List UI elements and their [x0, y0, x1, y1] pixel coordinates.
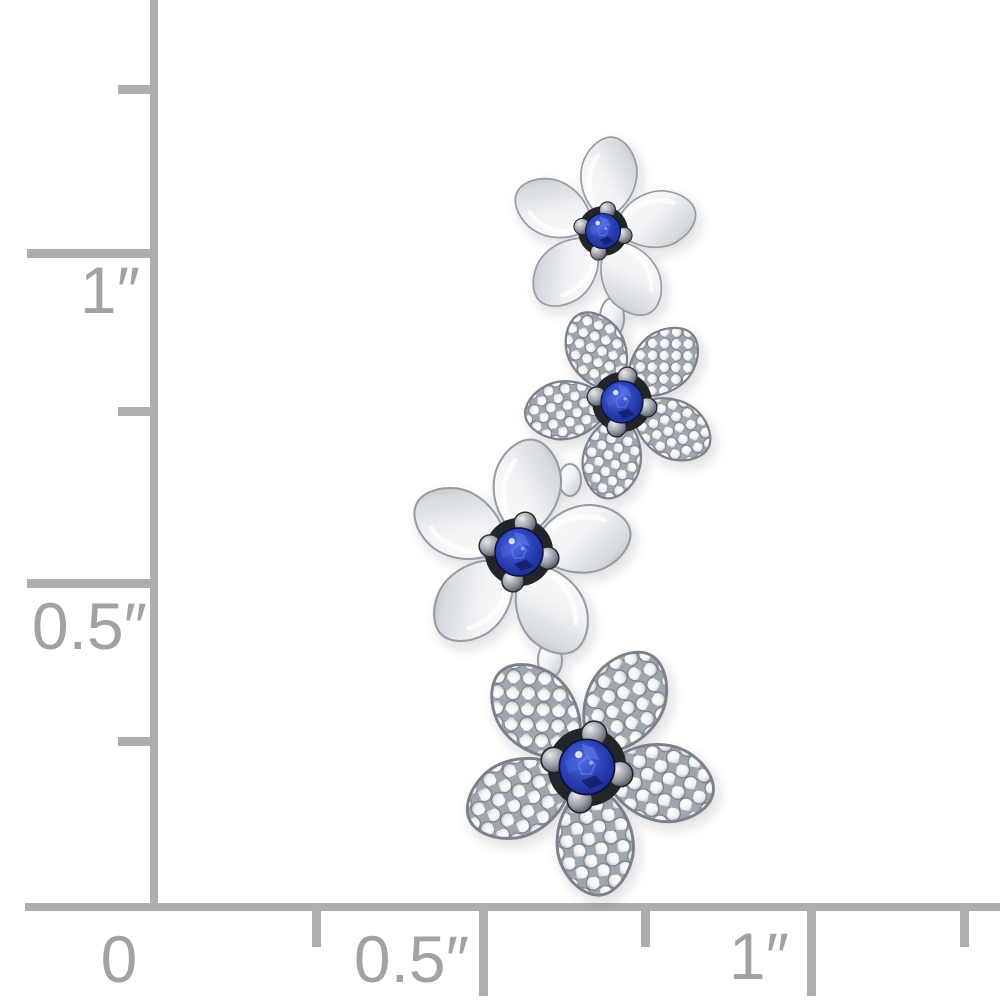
ruler-minor-tick — [960, 911, 969, 947]
ruler-minor-tick — [312, 911, 321, 947]
horizontal-ruler: 0 0.5″ 1″ — [25, 903, 1000, 996]
ruler: 1″ 0.5″ 0 0.5″ 1″ — [25, 0, 1000, 996]
ruler-label-v-1in: 1″ — [80, 253, 140, 327]
ruler-minor-tick — [641, 911, 650, 947]
horizontal-ruler-line — [25, 903, 1000, 911]
ruler-label-h-1in: 1″ — [729, 919, 789, 993]
ruler-major-tick-05in — [479, 911, 488, 996]
ruler-label-h-0: 0 — [101, 922, 138, 996]
ruler-minor-tick — [118, 737, 150, 746]
ruler-minor-tick — [118, 407, 150, 416]
ruler-major-tick-1in — [27, 249, 150, 258]
flower-1-polished — [505, 134, 701, 326]
vertical-ruler: 1″ 0.5″ — [27, 0, 158, 911]
ruler-major-tick-1in — [807, 911, 816, 996]
vertical-ruler-line — [150, 0, 158, 911]
flower-4-pave — [454, 636, 721, 899]
ruler-minor-tick — [118, 85, 150, 94]
ruler-major-tick-05in — [27, 579, 150, 588]
ruler-label-h-05in: 0.5″ — [354, 922, 469, 996]
pendant-image — [402, 134, 722, 899]
flower-link — [558, 463, 582, 497]
ruler-label-v-05in: 0.5″ — [32, 589, 147, 663]
